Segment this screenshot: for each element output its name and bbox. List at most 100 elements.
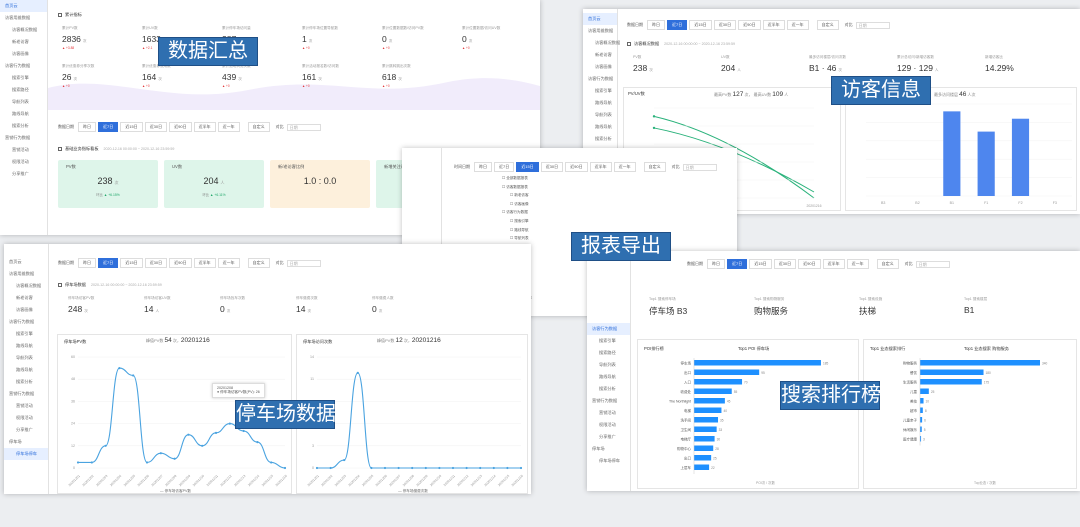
sidebar-item[interactable]: 搜索分析 bbox=[595, 136, 612, 141]
range-button[interactable]: 近15日 bbox=[689, 20, 712, 30]
range-button[interactable]: 近半年 bbox=[193, 122, 216, 132]
range-button[interactable]: 近90日 bbox=[169, 122, 192, 132]
custom-button[interactable]: 自定义 bbox=[247, 258, 270, 268]
tree-item[interactable]: ☐ 访客画像 bbox=[502, 200, 532, 209]
range-button[interactable]: 近30日 bbox=[144, 122, 168, 132]
compare-select[interactable]: 日期 bbox=[286, 123, 321, 131]
range-button[interactable]: 昨日 bbox=[474, 162, 492, 172]
sidebar-item[interactable]: 营销行为数据 bbox=[5, 135, 31, 140]
range-button[interactable]: 近一年 bbox=[217, 258, 240, 268]
range-button[interactable]: 近半年 bbox=[762, 20, 785, 30]
range-button[interactable]: 近一年 bbox=[786, 20, 809, 30]
sidebar-item[interactable]: 营销活动 bbox=[12, 147, 29, 152]
sidebar-item[interactable]: 停车场停车 bbox=[599, 458, 620, 463]
range-button[interactable]: 昨日 bbox=[647, 20, 665, 30]
tree-item[interactable]: ☐ 访客数据报表 bbox=[502, 183, 532, 192]
range-button[interactable]: 近30日 bbox=[713, 20, 737, 30]
sidebar-item[interactable]: 首页云 bbox=[9, 259, 22, 264]
sidebar-item[interactable]: 路线导航 bbox=[595, 100, 612, 105]
sidebar-item[interactable]: 导航列表 bbox=[595, 112, 612, 117]
sidebar-item[interactable]: 路线导航 bbox=[599, 374, 616, 379]
range-button[interactable]: 近7日 bbox=[98, 258, 119, 268]
range-button[interactable]: 近半年 bbox=[822, 259, 845, 269]
sidebar-item[interactable]: 营销活动 bbox=[599, 410, 616, 415]
sidebar-item[interactable]: 访客画像 bbox=[12, 51, 29, 56]
sidebar-item[interactable]: 访客概况数据 bbox=[595, 40, 621, 45]
sidebar-item[interactable]: 访客用维数据 bbox=[5, 15, 31, 20]
range-button[interactable]: 近90日 bbox=[798, 259, 821, 269]
range-button[interactable]: 近15日 bbox=[749, 259, 772, 269]
sidebar-item[interactable]: 导航列表 bbox=[12, 99, 29, 104]
compare-select[interactable]: 日期 bbox=[915, 260, 950, 268]
custom-button[interactable]: 自定义 bbox=[876, 259, 899, 269]
range-button[interactable]: 近7日 bbox=[727, 259, 748, 269]
sidebar-item[interactable]: 新老访客 bbox=[16, 295, 33, 300]
range-button[interactable]: 昨日 bbox=[707, 259, 725, 269]
range-button[interactable]: 近7日 bbox=[494, 162, 515, 172]
sidebar-item[interactable]: 导航列表 bbox=[16, 355, 33, 360]
range-button[interactable]: 近30日 bbox=[144, 258, 168, 268]
range-button[interactable]: 近半年 bbox=[589, 162, 612, 172]
range-button[interactable]: 近半年 bbox=[193, 258, 216, 268]
sidebar-item[interactable]: 路线导航 bbox=[12, 111, 29, 116]
compare-select[interactable]: 日期 bbox=[855, 21, 890, 29]
sidebar-item[interactable]: 访客画像 bbox=[16, 307, 33, 312]
range-button[interactable]: 近30日 bbox=[773, 259, 797, 269]
sidebar-item[interactable]: 访客画像 bbox=[595, 64, 612, 69]
range-button[interactable]: 昨日 bbox=[78, 258, 96, 268]
sidebar-item[interactable]: 访客概况数据 bbox=[12, 27, 38, 32]
sidebar-item[interactable]: 访客用维数据 bbox=[9, 271, 35, 276]
range-button[interactable]: 近30日 bbox=[540, 162, 564, 172]
range-button[interactable]: 近7日 bbox=[667, 20, 688, 30]
sidebar-item[interactable]: 路线导航 bbox=[16, 367, 33, 372]
sidebar-item[interactable]: 营销行为数据 bbox=[9, 391, 35, 396]
sidebar-item[interactable]: 路线导航 bbox=[16, 343, 33, 348]
custom-button[interactable]: 自定义 bbox=[643, 162, 666, 172]
sidebar-item[interactable]: 路线导航 bbox=[595, 124, 612, 129]
sidebar-item[interactable]: 权限活动 bbox=[599, 422, 616, 427]
range-button[interactable]: 近15日 bbox=[120, 122, 143, 132]
range-button[interactable]: 近一年 bbox=[613, 162, 636, 172]
sidebar-item[interactable]: 访客行为数据 bbox=[587, 323, 630, 335]
sidebar-item[interactable]: 权限活动 bbox=[16, 415, 33, 420]
tree-item[interactable]: ☐ 导航列表 bbox=[502, 234, 532, 243]
sidebar-item[interactable]: 停车场停车 bbox=[4, 448, 48, 460]
sidebar-item[interactable]: 访客行为数据 bbox=[588, 76, 614, 81]
sidebar-item[interactable]: 访客行为数据 bbox=[9, 319, 35, 324]
tree-item[interactable]: ☐ 路线导航 bbox=[502, 226, 532, 235]
sidebar-item[interactable]: 搜索路径 bbox=[599, 350, 616, 355]
sidebar-item[interactable]: 新老访客 bbox=[595, 52, 612, 57]
sidebar-item[interactable]: 搜索引擎 bbox=[12, 75, 29, 80]
sidebar-item[interactable]: 权限活动 bbox=[12, 159, 29, 164]
sidebar-item[interactable]: 搜索引擎 bbox=[595, 88, 612, 93]
sidebar-item[interactable]: 搜索路径 bbox=[12, 87, 29, 92]
range-button[interactable]: 近一年 bbox=[217, 122, 240, 132]
tree-item[interactable]: ☐ 搜索引擎 bbox=[502, 217, 532, 226]
custom-button[interactable]: 自定义 bbox=[247, 122, 270, 132]
range-button[interactable]: 近15日 bbox=[120, 258, 143, 268]
sidebar-item[interactable]: 搜索引擎 bbox=[599, 338, 616, 343]
sidebar-item[interactable]: 搜索分析 bbox=[599, 386, 616, 391]
sidebar-item[interactable]: 访客用维数据 bbox=[588, 28, 614, 33]
sidebar-item[interactable]: 停车场 bbox=[9, 439, 22, 444]
compare-select[interactable]: 日期 bbox=[286, 259, 321, 267]
sidebar-item[interactable]: 导航列表 bbox=[599, 362, 616, 367]
tree-item[interactable]: ☐ 访客行为数据 bbox=[502, 208, 532, 217]
sidebar-item[interactable]: 分享推广 bbox=[599, 434, 616, 439]
sidebar-item[interactable]: 首页云 bbox=[583, 13, 617, 25]
sidebar-item[interactable]: 首页云 bbox=[0, 0, 47, 12]
custom-button[interactable]: 自定义 bbox=[816, 20, 839, 30]
sidebar-item[interactable]: 分享推广 bbox=[12, 171, 29, 176]
range-button[interactable]: 近90日 bbox=[169, 258, 192, 268]
sidebar-item[interactable]: 新老访客 bbox=[12, 39, 29, 44]
range-button[interactable]: 近15日 bbox=[516, 162, 539, 172]
compare-select[interactable]: 日期 bbox=[682, 163, 717, 171]
sidebar-item[interactable]: 访客行为数据 bbox=[5, 63, 31, 68]
range-button[interactable]: 近90日 bbox=[565, 162, 588, 172]
sidebar-item[interactable]: 营销活动 bbox=[16, 403, 33, 408]
sidebar-item[interactable]: 搜索引擎 bbox=[16, 331, 33, 336]
range-button[interactable]: 昨日 bbox=[78, 122, 96, 132]
range-button[interactable]: 近一年 bbox=[846, 259, 869, 269]
tree-item[interactable]: ☐ 新老访客 bbox=[502, 191, 532, 200]
sidebar-item[interactable]: 搜索分析 bbox=[16, 379, 33, 384]
